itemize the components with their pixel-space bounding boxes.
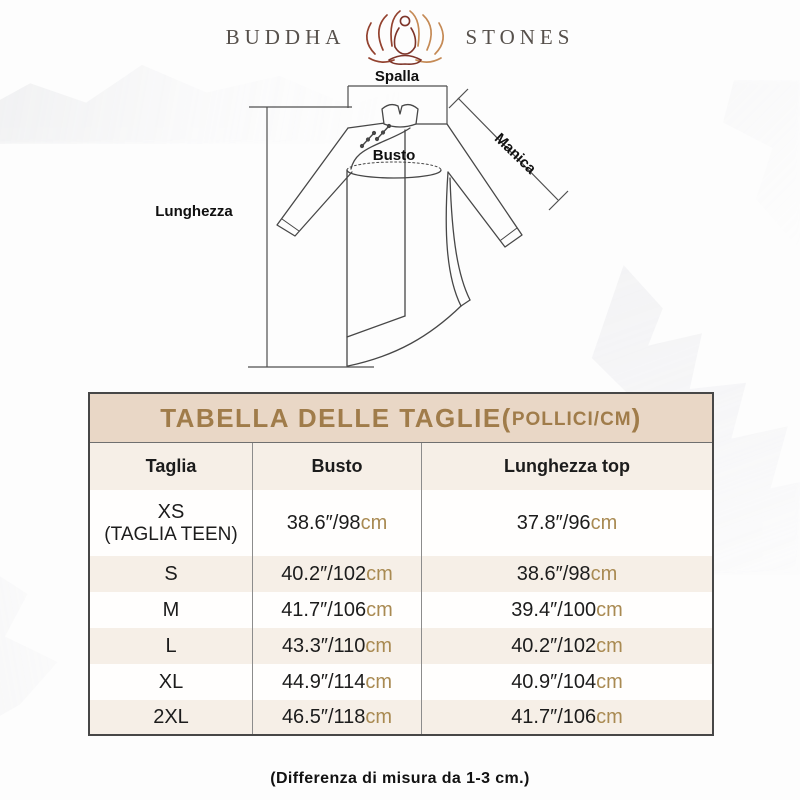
measurement-lines [248, 85, 569, 368]
column-header-taglia: Taglia [145, 456, 197, 476]
brand-name-left: BUDDHA [225, 24, 346, 49]
size-label: XS [157, 501, 185, 523]
unit-cm: cm [360, 511, 388, 534]
garment-diagram: Spalla Busto Lunghezza Manica [155, 68, 569, 368]
unit-cm: cm [366, 562, 393, 585]
length-cell: 37.8″/96cm [421, 490, 712, 556]
brand-logo: BUDDHA [0, 6, 800, 68]
size-cell: XL [158, 670, 184, 693]
table-header-row: Taglia Busto Lunghezza top [90, 443, 712, 490]
unit-cm: cm [365, 705, 393, 728]
column-header-lunghezza-top: Lunghezza top [421, 443, 712, 490]
table-row: XS (TAGLIA TEEN) 38.6″/98cm 37.8″/96cm [90, 490, 712, 556]
label-manica: Manica [491, 130, 540, 178]
lotus-meditation-icon [366, 10, 445, 65]
table-title-close: ) [631, 402, 642, 433]
busto-cell: 43.3″/110cm [252, 628, 421, 664]
measurement-tolerance-note: (Differenza di misura da 1-3 cm.) [270, 770, 530, 787]
busto-cell: 38.6″/98cm [252, 490, 421, 556]
brand-name-right: STONES [465, 24, 575, 49]
unit-cm: cm [365, 670, 393, 693]
size-table: TABELLA DELLE TAGLIE( POLLICI/CM ) Tagli… [88, 392, 714, 736]
unit-cm: cm [596, 705, 623, 728]
unit-cm: cm [366, 598, 393, 621]
length-cell: 38.6″/98cm [421, 556, 712, 592]
busto-cell: 44.9″/114cm [252, 664, 421, 700]
length-cell: 39.4″/100cm [421, 592, 712, 628]
table-row: L 43.3″/110cm 40.2″/102cm [90, 628, 712, 664]
unit-cm: cm [365, 634, 393, 657]
column-header-busto: Busto [252, 443, 421, 490]
table-row: 2XL 46.5″/118cm 41.7″/106cm [90, 700, 712, 734]
label-busto: Busto [373, 147, 416, 164]
size-cell: L [165, 634, 177, 657]
length-cell: 41.7″/106cm [421, 700, 712, 734]
table-row: S 40.2″/102cm 38.6″/98cm [90, 556, 712, 592]
label-lunghezza: Lunghezza [155, 203, 233, 220]
unit-cm: cm [596, 598, 623, 621]
size-note: (TAGLIA TEEN) [104, 524, 238, 545]
frog-buttons [359, 123, 392, 149]
table-row: M 41.7″/106cm 39.4″/100cm [90, 592, 712, 628]
table-row: XL 44.9″/114cm 40.9″/104cm [90, 664, 712, 700]
unit-cm: cm [596, 670, 623, 693]
length-cell: 40.9″/104cm [421, 664, 712, 700]
busto-cell: 40.2″/102cm [252, 556, 421, 592]
busto-cell: 41.7″/106cm [252, 592, 421, 628]
length-cell: 40.2″/102cm [421, 628, 712, 664]
unit-cm: cm [590, 562, 618, 585]
unit-cm: cm [596, 634, 623, 657]
size-cell: M [162, 598, 180, 621]
size-cell: S [164, 562, 178, 585]
table-title-unit: POLLICI/CM [511, 408, 632, 430]
garment-outline [276, 103, 523, 367]
table-title: TABELLA DELLE TAGLIE( POLLICI/CM ) [90, 394, 712, 443]
size-cell: 2XL [153, 705, 189, 728]
busto-cell: 46.5″/118cm [252, 700, 421, 734]
unit-cm: cm [590, 511, 618, 534]
table-title-main: TABELLA DELLE TAGLIE( [160, 402, 512, 433]
size-cell: XS (TAGLIA TEEN) [90, 490, 252, 556]
label-spalla: Spalla [375, 68, 420, 85]
